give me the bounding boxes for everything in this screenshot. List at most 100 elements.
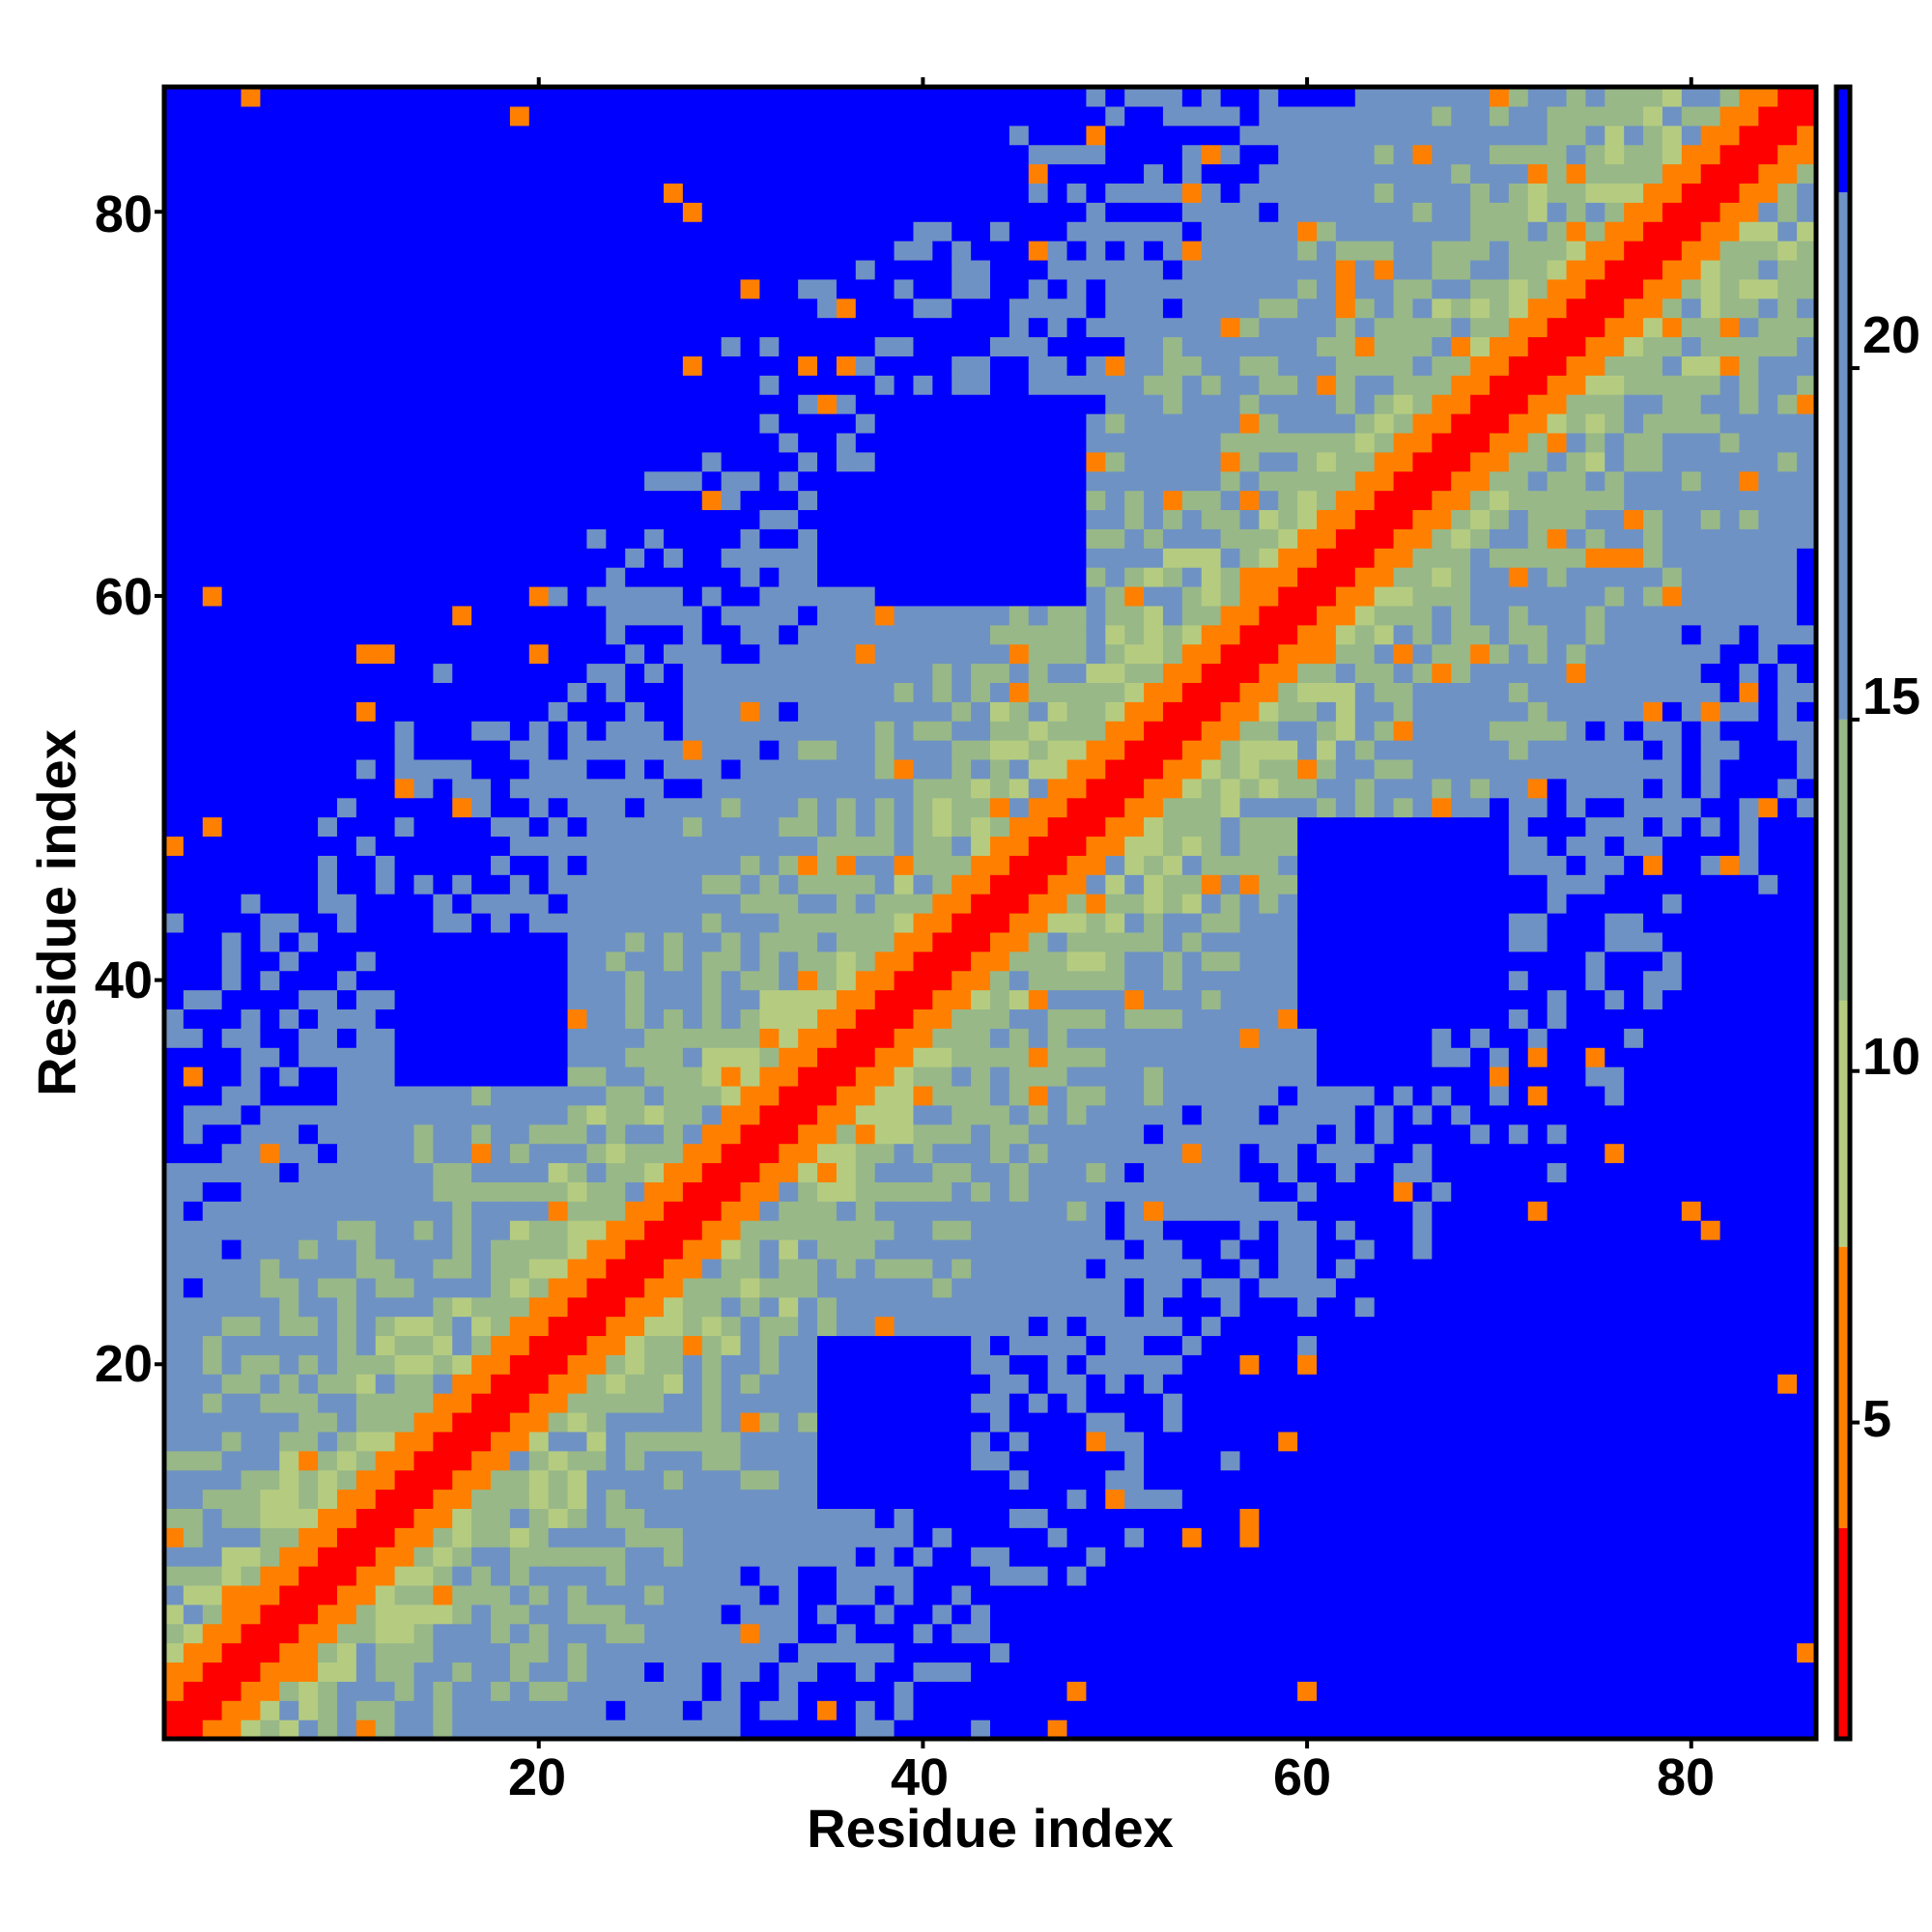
heatmap-cell	[932, 548, 952, 568]
heatmap-cell	[260, 643, 280, 665]
heatmap-cell	[221, 624, 242, 645]
heatmap-cell	[817, 490, 838, 511]
heatmap-cell	[1047, 375, 1068, 395]
heatmap-cell	[221, 836, 242, 856]
heatmap-cell	[1028, 1547, 1049, 1567]
heatmap-cell	[567, 163, 588, 185]
heatmap-cell	[990, 1047, 1010, 1067]
heatmap-cell	[1239, 1681, 1260, 1701]
heatmap-cell	[1220, 567, 1241, 587]
heatmap-cell	[701, 682, 723, 702]
heatmap-cell	[836, 1700, 857, 1720]
heatmap-cell	[183, 413, 204, 434]
heatmap-cell	[874, 1662, 895, 1682]
heatmap-cell	[279, 1104, 299, 1125]
heatmap-cell	[1124, 701, 1145, 722]
heatmap-cell	[413, 624, 434, 645]
heatmap-cell	[625, 183, 645, 203]
heatmap-cell	[1047, 567, 1068, 587]
heatmap-cell	[164, 1527, 185, 1548]
heatmap-cell	[1144, 548, 1164, 568]
heatmap-cell	[894, 567, 915, 587]
heatmap-cell	[798, 1604, 818, 1625]
heatmap-cell	[471, 1450, 492, 1471]
heatmap-cell	[1259, 336, 1279, 356]
heatmap-cell	[1124, 836, 1145, 856]
heatmap-cell	[625, 1719, 645, 1740]
heatmap-cell	[202, 931, 223, 952]
heatmap-cell	[644, 1104, 665, 1125]
heatmap-cell	[625, 509, 645, 529]
heatmap-cell	[779, 1411, 799, 1433]
heatmap-cell	[452, 394, 472, 414]
heatmap-cell	[355, 105, 377, 127]
heatmap-cell	[279, 490, 299, 511]
heatmap-cell	[586, 1162, 607, 1182]
heatmap-cell	[586, 682, 607, 702]
heatmap-cell	[298, 1508, 319, 1528]
heatmap-cell	[452, 336, 472, 356]
heatmap-cell	[1105, 778, 1125, 799]
heatmap-cell	[1086, 105, 1106, 127]
heatmap-cell	[509, 490, 530, 511]
heatmap-cell	[336, 1123, 357, 1145]
heatmap-cell	[221, 1584, 242, 1605]
heatmap-cell	[1259, 1009, 1279, 1029]
heatmap-cell	[298, 202, 319, 222]
heatmap-cell	[952, 1411, 972, 1433]
heatmap-cell	[586, 202, 607, 222]
heatmap-cell	[413, 1662, 434, 1682]
heatmap-cell	[1028, 931, 1049, 952]
heatmap-cell	[241, 1335, 262, 1355]
heatmap-cell	[279, 163, 299, 185]
heatmap-cell	[932, 528, 952, 549]
heatmap-cell	[932, 585, 952, 607]
heatmap-cell	[1162, 1162, 1183, 1182]
heatmap-cell	[1066, 1547, 1088, 1567]
heatmap-cell	[874, 913, 895, 933]
heatmap-cell	[798, 1450, 818, 1471]
heatmap-cell	[644, 509, 665, 529]
heatmap-cell	[586, 394, 607, 414]
heatmap-cell	[855, 1393, 876, 1413]
heatmap-cell	[682, 1104, 703, 1125]
heatmap-cell	[221, 355, 242, 376]
heatmap-cell	[606, 1354, 626, 1375]
heatmap-cell	[1047, 1143, 1068, 1164]
heatmap-cell	[1162, 1028, 1183, 1048]
heatmap-cell	[779, 1239, 799, 1260]
heatmap-cell	[471, 1239, 492, 1260]
heatmap-cell	[990, 221, 1010, 242]
heatmap-cell	[394, 125, 415, 146]
heatmap-cell	[817, 931, 838, 952]
heatmap-cell	[644, 336, 665, 356]
heatmap-cell	[413, 1085, 434, 1106]
heatmap-cell	[606, 1239, 626, 1260]
heatmap-cell	[413, 836, 434, 856]
heatmap-cell	[586, 643, 607, 665]
heatmap-cell	[241, 509, 262, 529]
heatmap-cell	[625, 836, 645, 856]
heatmap-cell	[855, 970, 876, 991]
heatmap-cell	[836, 1431, 857, 1452]
heatmap-cell	[836, 336, 857, 356]
heatmap-cell	[336, 682, 357, 702]
heatmap-cell	[164, 1335, 185, 1355]
heatmap-cell	[586, 663, 607, 683]
heatmap-cell	[894, 1547, 915, 1567]
heatmap-cell	[413, 1277, 434, 1298]
heatmap-cell	[1220, 1566, 1241, 1586]
heatmap-cell	[318, 1700, 338, 1720]
heatmap-cell	[1124, 1354, 1145, 1375]
heatmap-cell	[894, 470, 915, 492]
heatmap-cell	[394, 1431, 415, 1452]
heatmap-cell	[279, 221, 299, 242]
heatmap-cell	[644, 758, 665, 780]
heatmap-cell	[952, 259, 972, 280]
heatmap-cell	[932, 1123, 952, 1145]
heatmap-cell	[1181, 1584, 1203, 1605]
heatmap-cell	[971, 394, 991, 414]
heatmap-cell	[1009, 836, 1030, 856]
heatmap-cell	[971, 1104, 991, 1125]
heatmap-cell	[183, 470, 204, 492]
